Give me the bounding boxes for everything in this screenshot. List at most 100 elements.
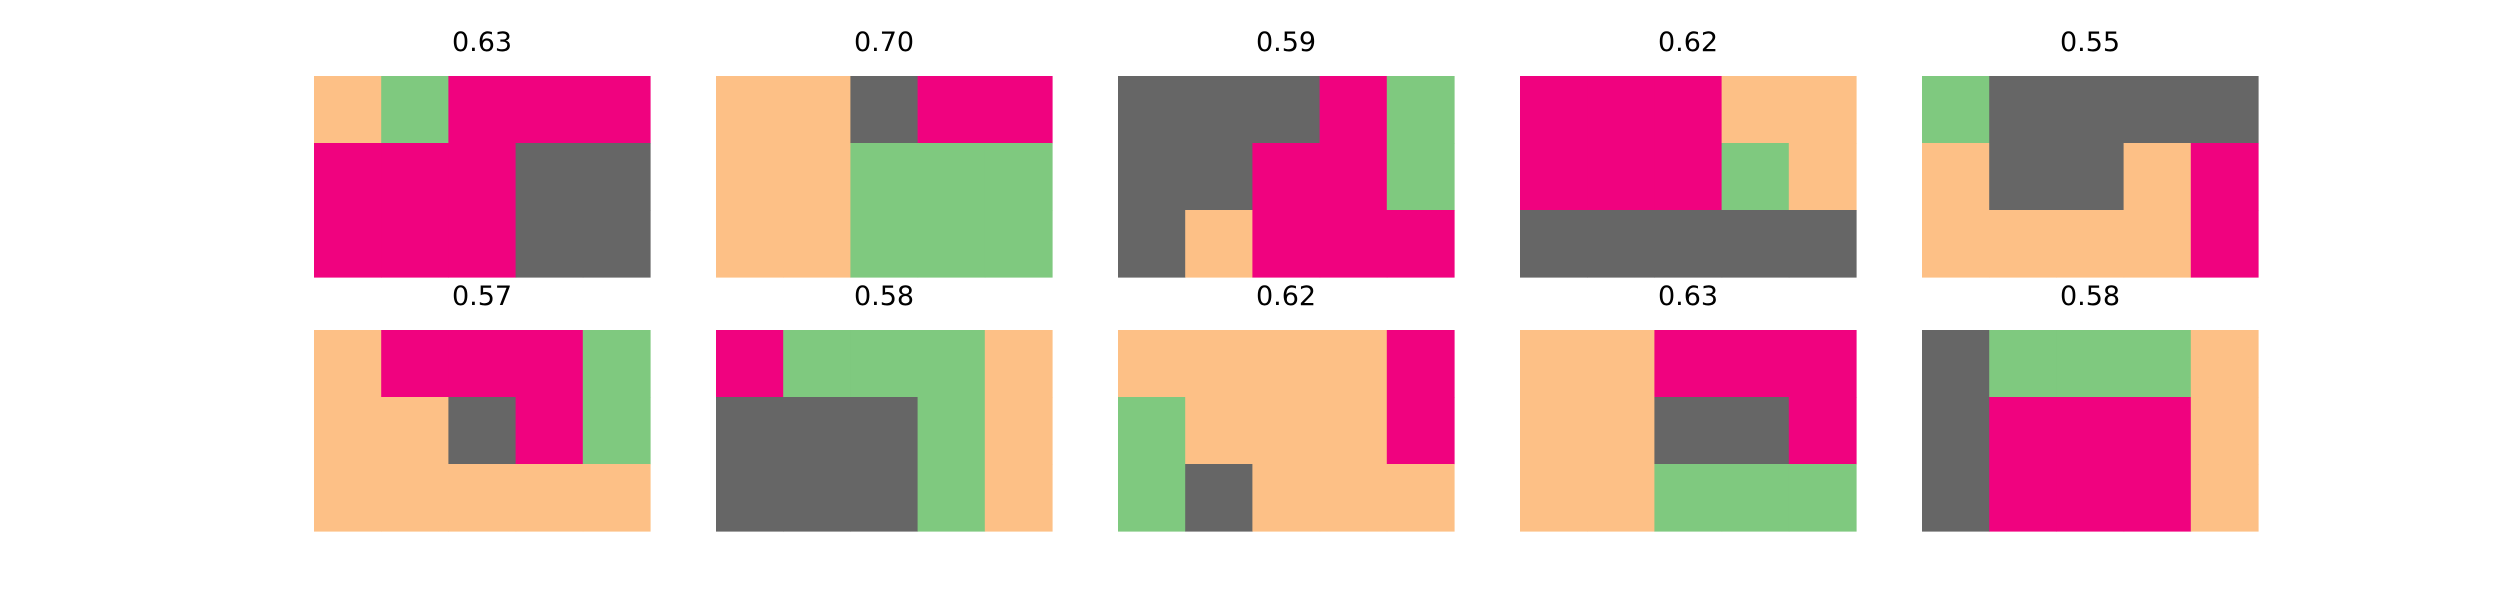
grid-cell — [515, 76, 584, 144]
grid-cell — [917, 143, 986, 211]
grid-cell — [1319, 143, 1388, 211]
grid-cell — [1587, 464, 1655, 532]
grid-cell — [1118, 143, 1186, 211]
grid-cell — [1721, 464, 1790, 532]
grid-cell — [716, 464, 784, 532]
grid-cell — [1520, 397, 1588, 465]
grid-cell — [448, 76, 517, 144]
grid-cell — [1721, 76, 1790, 144]
grid-cell — [1788, 76, 1857, 144]
panel-6: 0.57 — [314, 281, 651, 532]
panel-2: 0.70 — [716, 27, 1053, 278]
grid-cell — [1185, 330, 1253, 398]
grid-cell — [582, 397, 651, 465]
grid-cell — [2190, 464, 2259, 532]
grid-cell — [1252, 143, 1321, 211]
grid-cell — [1922, 397, 1990, 465]
grid-cell — [783, 76, 851, 144]
grid-cell — [448, 464, 517, 532]
grid-cell — [783, 143, 851, 211]
grid-cell — [1319, 330, 1388, 398]
grid-cell — [1319, 397, 1388, 465]
panel-5: 0.55 — [1922, 27, 2259, 278]
grid-cell — [1587, 143, 1655, 211]
panel-title: 0.55 — [2060, 27, 2120, 58]
panel-title: 0.70 — [854, 27, 914, 58]
grid-cell — [2123, 76, 2192, 144]
grid-cell — [448, 330, 517, 398]
panel-3: 0.59 — [1118, 27, 1455, 278]
grid-cell — [1386, 330, 1455, 398]
grid-cell — [1118, 210, 1186, 278]
grid-cell — [1118, 76, 1186, 144]
grid-cell — [716, 76, 784, 144]
grid-cell — [1252, 464, 1321, 532]
grid-cell — [1922, 76, 1990, 144]
grid-cell — [716, 210, 784, 278]
grid-cell — [1252, 210, 1321, 278]
grid-cell — [1118, 330, 1186, 398]
panel-9: 0.63 — [1520, 281, 1857, 532]
grid-cell — [1319, 464, 1388, 532]
grid-cell — [1185, 143, 1253, 211]
grid-cell — [381, 397, 449, 465]
grid-cell — [1922, 464, 1990, 532]
grid-cell — [1654, 397, 1723, 465]
grid-cell — [1654, 330, 1723, 398]
grid-cell — [1252, 397, 1321, 465]
panel-title: 0.58 — [854, 281, 914, 312]
grid-cell — [984, 330, 1053, 398]
grid-cell — [314, 397, 382, 465]
grid-cell — [1788, 210, 1857, 278]
grid-cell — [2123, 143, 2192, 211]
panel-title: 0.58 — [2060, 281, 2120, 312]
grid-cell — [582, 210, 651, 278]
grid-cell — [716, 143, 784, 211]
grid-cell — [1185, 76, 1253, 144]
grid-cell — [381, 210, 449, 278]
grid-cell — [1520, 143, 1588, 211]
grid-cell — [1252, 330, 1321, 398]
grid-cell — [1386, 210, 1455, 278]
grid-cell — [515, 210, 584, 278]
grid-cell — [1654, 76, 1723, 144]
grid-cell — [917, 330, 986, 398]
grid-cell — [448, 397, 517, 465]
grid-cell — [1654, 143, 1723, 211]
grid-cell — [2123, 397, 2192, 465]
grid-cell — [381, 143, 449, 211]
grid-cell — [716, 330, 784, 398]
grid-cell — [850, 210, 919, 278]
grid-cell — [1922, 330, 1990, 398]
grid-cell — [984, 397, 1053, 465]
grid-cell — [1386, 464, 1455, 532]
grid-cell — [381, 330, 449, 398]
grid-cell — [984, 210, 1053, 278]
grid-cell — [2056, 330, 2125, 398]
grid-cell — [1788, 330, 1857, 398]
grid-cell — [1989, 143, 2057, 211]
grid-cell — [850, 464, 919, 532]
panel-4: 0.62 — [1520, 27, 1857, 278]
grid-cell — [314, 143, 382, 211]
grid-cell — [2123, 464, 2192, 532]
grid-cell — [1989, 464, 2057, 532]
grid-cell — [582, 143, 651, 211]
grid-cell — [1587, 210, 1655, 278]
panel-title: 0.62 — [1658, 27, 1718, 58]
grid-cell — [1721, 210, 1790, 278]
grid-cell — [917, 397, 986, 465]
grid-cell — [2123, 330, 2192, 398]
grid-cell — [2190, 210, 2259, 278]
grid-cell — [582, 330, 651, 398]
grid-cell — [515, 330, 584, 398]
grid-cell — [582, 76, 651, 144]
grid-cell — [582, 464, 651, 532]
grid-cell — [917, 210, 986, 278]
panel-title: 0.59 — [1256, 27, 1316, 58]
grid-cell — [314, 464, 382, 532]
grid-cell — [1520, 330, 1588, 398]
grid-cell — [1185, 464, 1253, 532]
grid-cell — [1989, 76, 2057, 144]
grid-cell — [1654, 210, 1723, 278]
